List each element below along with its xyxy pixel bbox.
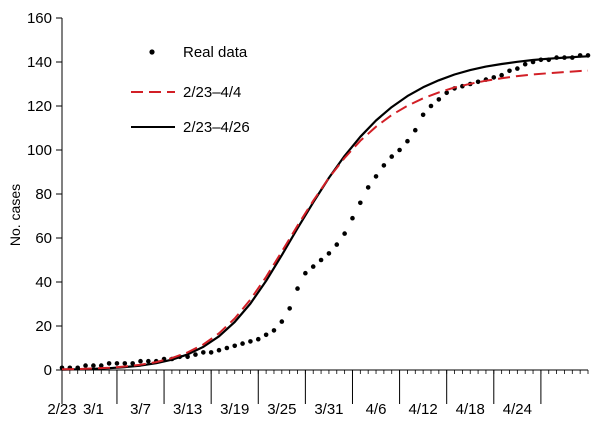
data-point <box>405 138 410 144</box>
x-tick-label: 4/6 <box>366 401 387 418</box>
y-tick-label: 160 <box>27 10 52 27</box>
data-point <box>255 336 261 342</box>
data-point <box>420 112 426 118</box>
data-point <box>240 341 245 346</box>
data-point <box>279 319 285 324</box>
legend-item: 2/23–4/4 <box>131 84 241 101</box>
x-tick-label: 3/7 <box>130 401 151 418</box>
y-tick-label: 40 <box>35 274 52 291</box>
x-tick-label: 4/18 <box>456 401 485 418</box>
data-point <box>522 61 528 67</box>
legend-label: Real data <box>183 44 248 61</box>
data-point <box>444 90 449 96</box>
series-layer <box>59 53 591 371</box>
data-point <box>91 363 96 368</box>
x-tick-label: 4/12 <box>409 401 438 418</box>
legend-item: Real data <box>149 44 248 61</box>
data-point <box>106 361 112 366</box>
data-point <box>122 361 128 366</box>
data-point <box>381 163 387 168</box>
data-point <box>208 350 214 355</box>
y-tick-label: 80 <box>35 186 52 203</box>
x-tick-label: 3/13 <box>173 401 202 418</box>
data-point <box>114 361 120 366</box>
data-point <box>334 242 340 247</box>
y-tick-label: 120 <box>27 98 52 115</box>
data-point <box>318 257 324 263</box>
series-line-fit-to-4-26 <box>61 55 589 371</box>
data-point <box>248 339 253 344</box>
y-ticks: 0 20 40 60 80 100 120 140 160 <box>27 10 62 379</box>
data-point <box>412 127 418 133</box>
data-point <box>224 345 230 351</box>
data-point <box>232 343 238 349</box>
y-tick-label: 20 <box>35 318 52 335</box>
data-point <box>201 350 206 355</box>
x-tick-label: 3/19 <box>220 401 249 418</box>
data-point <box>295 286 300 291</box>
x-ticks: 2/23 3/1 3/7 3/13 3/19 3/25 3/31 4/6 4/12 4/18 4/2… <box>47 370 589 418</box>
data-point <box>373 174 379 179</box>
data-point <box>310 264 316 269</box>
data-point <box>358 200 363 206</box>
data-point <box>365 185 371 190</box>
data-point <box>475 79 481 85</box>
series-line-fit-to-4-4 <box>61 69 589 371</box>
x-tick-label: 3/1 <box>83 401 104 418</box>
x-tick-label: 4/24 <box>503 401 532 418</box>
data-point <box>389 154 395 159</box>
data-point <box>326 251 332 256</box>
data-point <box>193 352 198 357</box>
data-point <box>342 231 347 236</box>
legend-label: 2/23–4/4 <box>183 84 241 101</box>
data-point <box>263 332 269 338</box>
legend: Real data 2/23–4/4 2/23–4/26 <box>131 44 250 136</box>
data-point <box>146 358 151 364</box>
data-point <box>98 363 104 368</box>
y-tick-label: 100 <box>27 142 52 159</box>
series-real-data <box>59 53 591 371</box>
data-point <box>350 215 355 221</box>
data-point <box>515 66 520 71</box>
y-tick-label: 140 <box>27 54 52 71</box>
legend-item: 2/23–4/26 <box>131 119 250 136</box>
y-tick-label: 0 <box>44 362 52 379</box>
data-point <box>436 97 442 102</box>
data-point <box>83 363 88 368</box>
x-tick-label: 3/25 <box>267 401 296 418</box>
data-point <box>287 306 292 311</box>
data-point <box>499 72 504 78</box>
data-point <box>138 358 143 364</box>
legend-label: 2/23–4/26 <box>183 119 250 136</box>
data-point <box>428 103 434 109</box>
y-tick-label: 60 <box>35 230 52 247</box>
x-tick-label: 3/31 <box>314 401 343 418</box>
data-point <box>397 147 402 153</box>
data-point <box>216 347 222 353</box>
legend-point-marker <box>149 49 155 55</box>
y-axis-title: No. cases <box>7 184 23 246</box>
data-point <box>491 75 497 80</box>
data-point <box>507 68 512 74</box>
data-point <box>271 328 277 333</box>
data-point <box>303 270 308 276</box>
x-tick-label: 2/23 <box>47 401 76 418</box>
